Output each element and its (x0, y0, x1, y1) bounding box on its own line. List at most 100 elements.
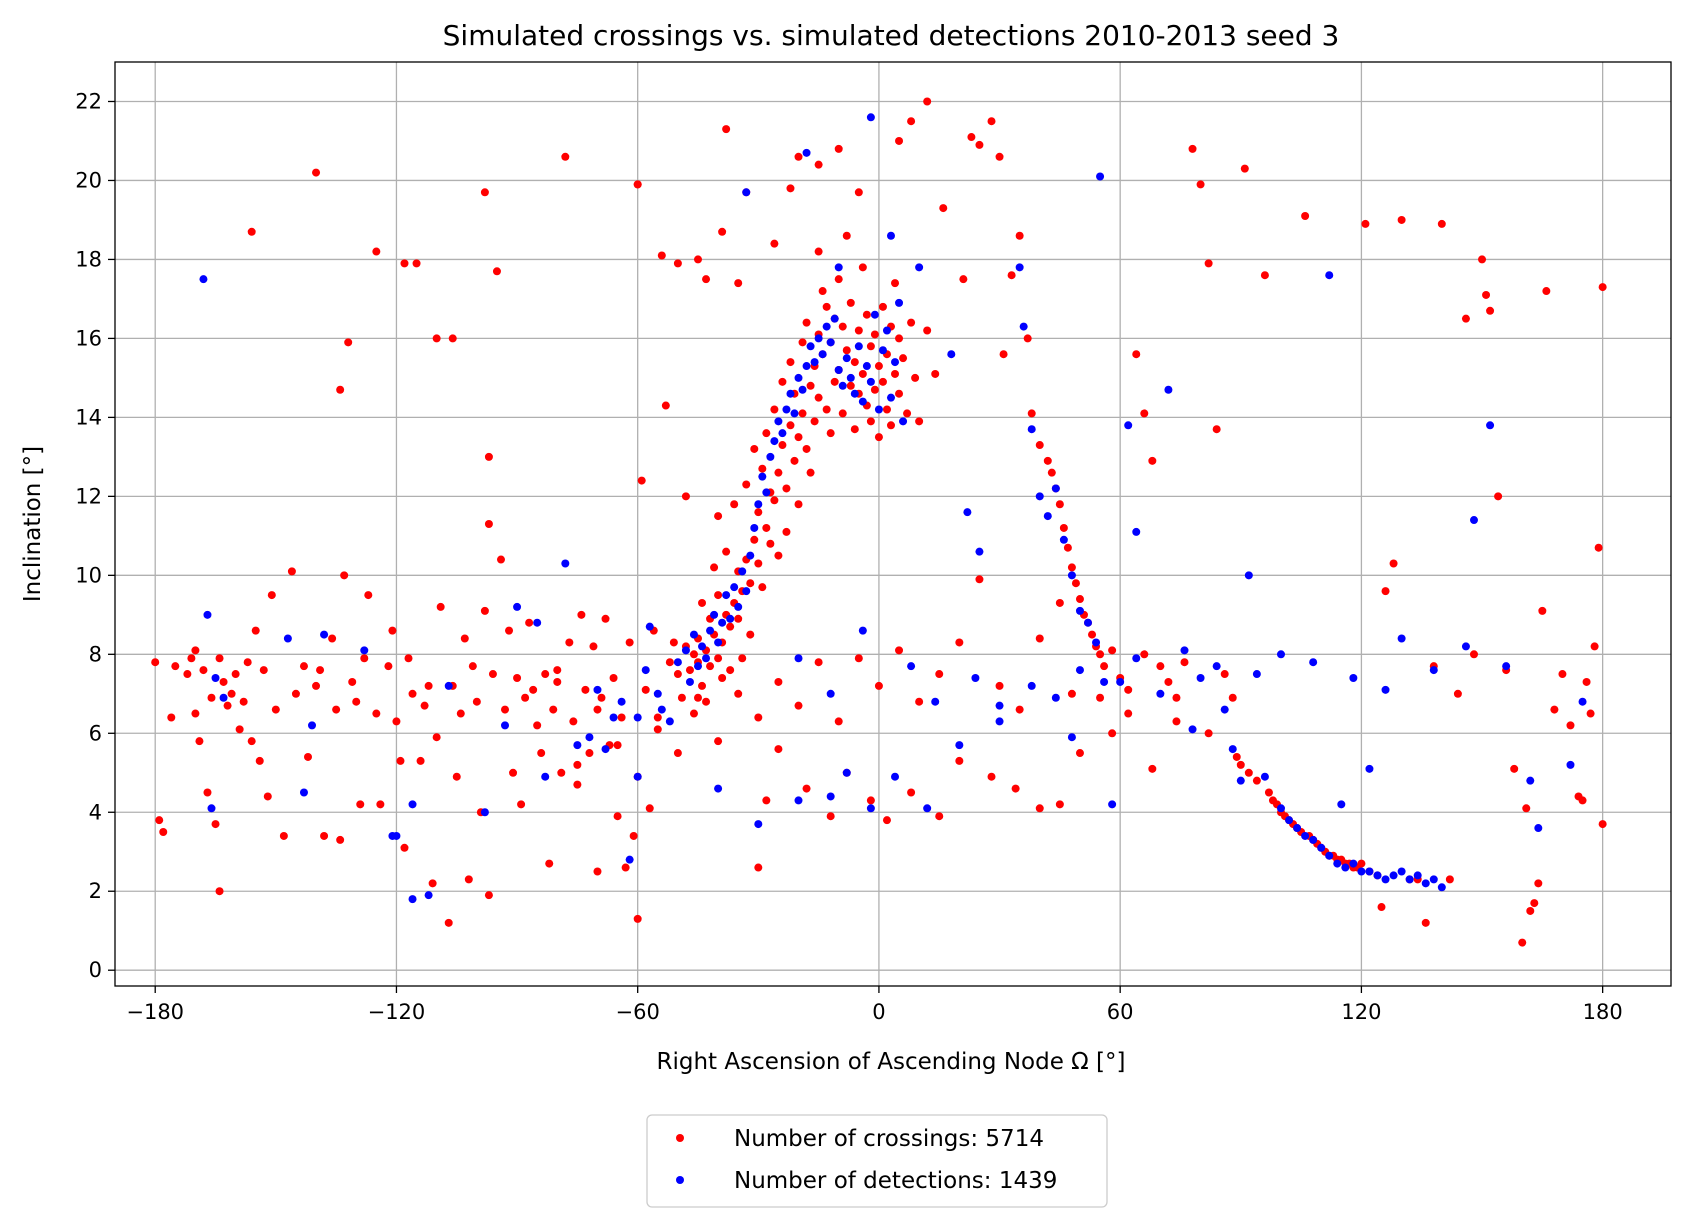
data-point (573, 780, 582, 789)
data-point (870, 385, 879, 394)
data-point (874, 433, 883, 442)
data-point (1015, 263, 1024, 272)
data-point (517, 800, 526, 809)
data-point (814, 334, 823, 343)
chart-title: Simulated crossings vs. simulated detect… (443, 19, 1340, 52)
data-point (1027, 409, 1036, 418)
data-point (203, 610, 212, 619)
data-point (1027, 425, 1036, 434)
data-point (316, 666, 325, 675)
data-point (730, 583, 739, 592)
data-point (810, 358, 819, 367)
data-point (1096, 693, 1105, 702)
data-point (1534, 879, 1543, 888)
data-point (1180, 658, 1189, 667)
data-point (714, 784, 723, 793)
data-point (561, 559, 570, 568)
data-point (344, 338, 353, 347)
data-point (364, 591, 373, 600)
data-point (722, 547, 731, 556)
data-point (1156, 689, 1165, 698)
data-point (661, 401, 670, 410)
data-point (1486, 306, 1495, 315)
data-point (1542, 287, 1551, 296)
data-point (541, 772, 550, 781)
data-point (794, 654, 803, 663)
data-point (1361, 219, 1370, 228)
data-point (858, 626, 867, 635)
data-point (501, 705, 510, 714)
x-axis-label: Right Ascension of Ascending Node Ω [°] (656, 1049, 1125, 1075)
data-point (895, 389, 904, 398)
data-point (718, 674, 727, 682)
data-point (1140, 650, 1149, 659)
data-point (513, 674, 522, 682)
data-point (1429, 666, 1438, 675)
data-point (1421, 879, 1430, 888)
data-point (1566, 760, 1575, 769)
data-point (183, 670, 192, 679)
data-point (754, 559, 763, 568)
data-point (738, 654, 747, 663)
data-point (702, 697, 711, 706)
data-point (698, 642, 707, 651)
data-point (770, 496, 779, 505)
data-point (866, 377, 875, 386)
data-point (155, 816, 164, 825)
data-point (750, 444, 759, 453)
y-tick-label: 0 (89, 958, 102, 982)
data-point (641, 685, 650, 694)
data-point (167, 713, 176, 722)
data-point (1124, 685, 1133, 694)
data-point (774, 745, 783, 754)
data-point (267, 591, 276, 600)
data-point (770, 405, 779, 414)
data-point (239, 697, 248, 706)
data-point (480, 188, 489, 197)
data-point (754, 820, 763, 829)
data-point (545, 859, 554, 868)
data-point (352, 697, 361, 706)
data-point (794, 373, 803, 382)
data-point (1075, 606, 1084, 615)
data-point (995, 152, 1004, 161)
data-point (488, 670, 497, 679)
data-point (1164, 385, 1173, 394)
data-point (995, 717, 1004, 726)
data-point (1035, 804, 1044, 813)
data-point (714, 638, 723, 647)
data-point (806, 342, 815, 351)
data-point (689, 650, 698, 659)
data-point (935, 812, 944, 821)
data-point (320, 831, 329, 840)
data-point (255, 756, 264, 765)
data-point (802, 784, 811, 793)
y-tick-label: 20 (75, 168, 102, 192)
data-point (332, 705, 341, 714)
data-point (754, 508, 763, 517)
data-point (786, 358, 795, 367)
data-point (1260, 271, 1269, 280)
data-point (850, 425, 859, 434)
data-point (1526, 906, 1535, 915)
data-point (718, 227, 727, 236)
data-point (818, 350, 827, 359)
data-point (1578, 796, 1587, 805)
data-point (882, 405, 891, 414)
data-point (754, 713, 763, 722)
data-point (967, 133, 976, 142)
data-point (1124, 709, 1133, 718)
data-point (159, 828, 168, 836)
data-point (444, 681, 453, 690)
data-point (810, 417, 819, 426)
data-point (802, 444, 811, 453)
data-point (1381, 587, 1390, 596)
data-point (1132, 527, 1141, 536)
data-point (734, 279, 743, 288)
data-point (718, 618, 727, 627)
data-point (1011, 784, 1020, 793)
y-tick-label: 6 (89, 721, 102, 745)
data-point (1156, 662, 1165, 671)
data-point (766, 452, 775, 461)
data-point (874, 362, 883, 371)
